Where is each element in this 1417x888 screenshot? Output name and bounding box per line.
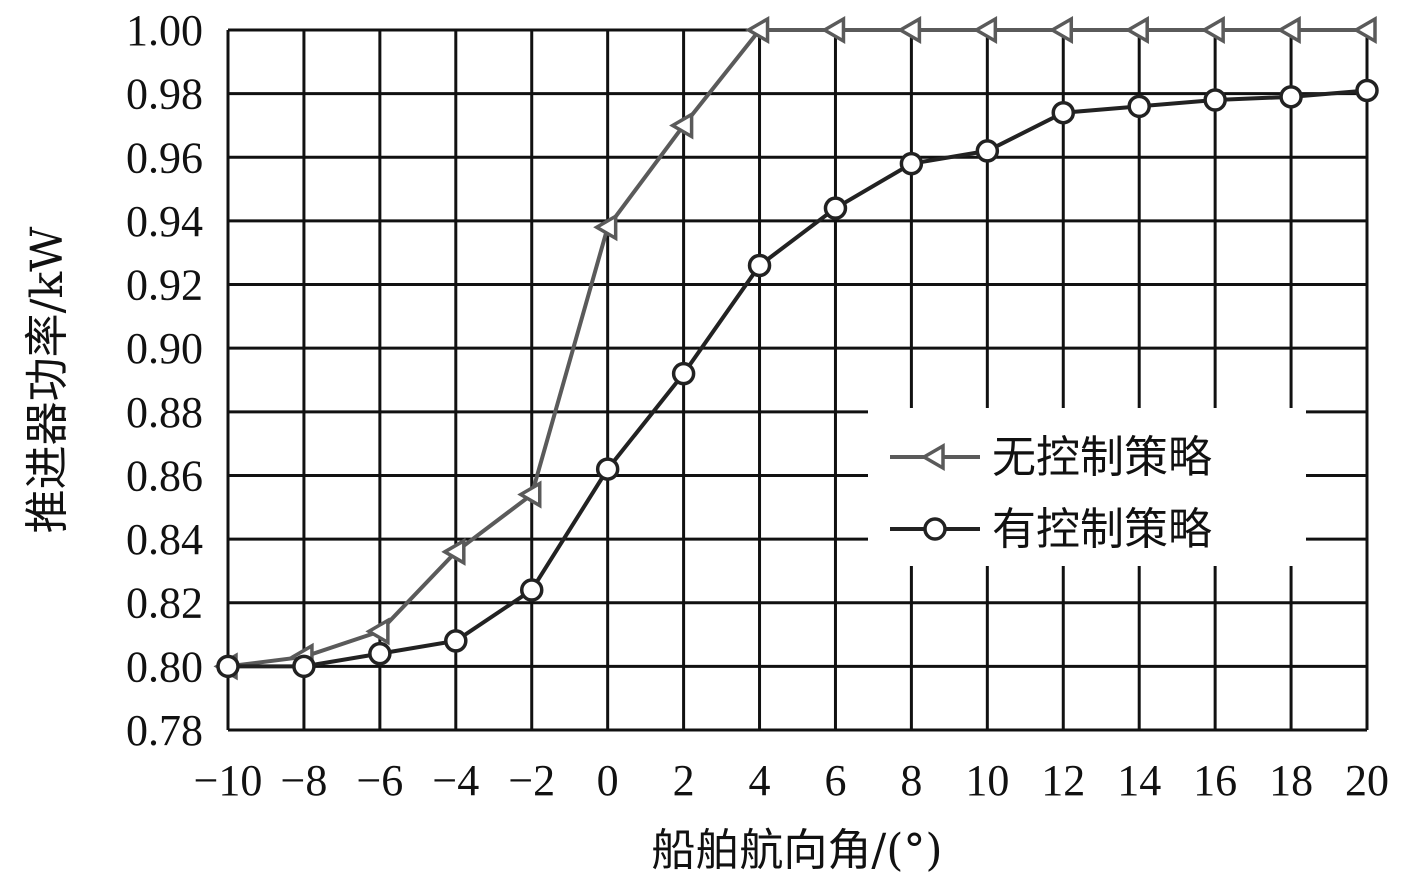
- legend-marker-0: [920, 442, 945, 472]
- data-point-s1-7: [747, 253, 772, 278]
- y-tick-label-2: 0.82: [126, 579, 203, 628]
- x-tick-label-13: 16: [1193, 756, 1237, 805]
- x-tick-label-8: 6: [824, 756, 846, 805]
- x-tick-label-9: 8: [900, 756, 922, 805]
- data-point-s1-0: [216, 654, 240, 679]
- data-point-s1-14: [1279, 85, 1303, 109]
- series-0: [213, 15, 1377, 681]
- data-point-s0-11: [1048, 15, 1074, 45]
- data-point-s1-10: [975, 139, 1000, 163]
- x-tick-label-7: 4: [749, 756, 771, 805]
- data-point-s1-3: [444, 629, 468, 653]
- y-tick-labels: 0.78 0.80 0.82 0.84 0.86 0.88 0.90 0.92 0.94 0.96…: [126, 6, 203, 755]
- y-tick-label-4: 0.86: [126, 451, 203, 500]
- x-tick-label-15: 20: [1345, 756, 1389, 805]
- series-line-0: [227, 28, 1367, 669]
- data-point-s1-2: [368, 641, 392, 666]
- data-point-s1-6: [671, 361, 696, 386]
- data-point-s1-4: [519, 578, 544, 602]
- series-1: [216, 78, 1379, 679]
- data-point-s0-9: [896, 15, 922, 45]
- x-tick-label-10: 10: [965, 756, 1009, 805]
- data-point-s0-15: [1352, 15, 1377, 45]
- data-point-s0-2: [365, 617, 390, 646]
- legend-label-0: 无控制策略: [992, 432, 1212, 483]
- x-tick-label-3: −4: [432, 756, 479, 805]
- data-point-s1-12: [1127, 94, 1151, 119]
- x-tick-label-2: −6: [356, 756, 403, 805]
- x-axis-label: 船舶航向角/(°): [651, 825, 942, 876]
- data-point-s0-10: [972, 15, 998, 45]
- x-tick-label-12: 14: [1117, 756, 1161, 805]
- data-point-s0-4: [517, 480, 542, 509]
- x-tick-label-4: −2: [508, 756, 555, 805]
- x-tick-label-11: 12: [1041, 756, 1085, 805]
- x-tick-label-0: −10: [194, 756, 263, 805]
- y-tick-label-6: 0.90: [126, 324, 203, 373]
- data-point-s1-5: [595, 457, 620, 481]
- y-tick-label-7: 0.92: [126, 261, 203, 310]
- legend-marker-1: [923, 517, 947, 541]
- data-point-s0-14: [1276, 15, 1301, 45]
- y-tick-label-1: 0.80: [126, 642, 203, 691]
- legend-box: [868, 408, 1306, 566]
- data-point-s0-8: [820, 15, 846, 45]
- y-tick-label-9: 0.96: [126, 133, 203, 182]
- y-tick-label-5: 0.88: [126, 388, 203, 437]
- y-tick-label-10: 0.98: [126, 70, 203, 119]
- y-tick-label-8: 0.94: [126, 197, 203, 246]
- data-point-s0-12: [1124, 15, 1149, 45]
- grid-lines: [226, 28, 1369, 732]
- data-point-s0-5: [593, 213, 618, 242]
- data-point-s1-11: [1051, 100, 1076, 125]
- data-point-s1-1: [292, 654, 316, 679]
- x-tick-label-14: 18: [1269, 756, 1313, 805]
- data-point-s0-6: [669, 111, 694, 140]
- data-point-s1-13: [1203, 88, 1227, 112]
- series-line-1: [228, 88, 1368, 669]
- y-tick-label-3: 0.84: [126, 515, 203, 564]
- series-group: [213, 15, 1379, 681]
- x-tick-label-6: 2: [673, 756, 695, 805]
- y-axis-label: 推进器功率/kW: [22, 226, 73, 533]
- data-point-s1-9: [899, 151, 924, 176]
- data-point-s0-3: [441, 537, 466, 566]
- data-point-s0-7: [745, 15, 770, 45]
- y-tick-label-0: 0.78: [126, 706, 203, 755]
- legend-item-1: 有控制策略: [890, 504, 1212, 555]
- x-tick-labels: −10 −8 −6 −4 −2 0 2 4 6 8 10 12 14 16 18 20: [194, 756, 1389, 805]
- data-point-s1-15: [1355, 78, 1379, 103]
- x-tick-label-5: 0: [597, 756, 619, 805]
- x-tick-label-1: −8: [281, 756, 328, 805]
- legend-label-1: 有控制策略: [992, 504, 1212, 555]
- data-point-s0-13: [1200, 15, 1225, 45]
- y-tick-label-11: 1.00: [126, 6, 203, 55]
- legend-item-0: 无控制策略: [890, 432, 1212, 483]
- data-point-s1-8: [823, 196, 848, 220]
